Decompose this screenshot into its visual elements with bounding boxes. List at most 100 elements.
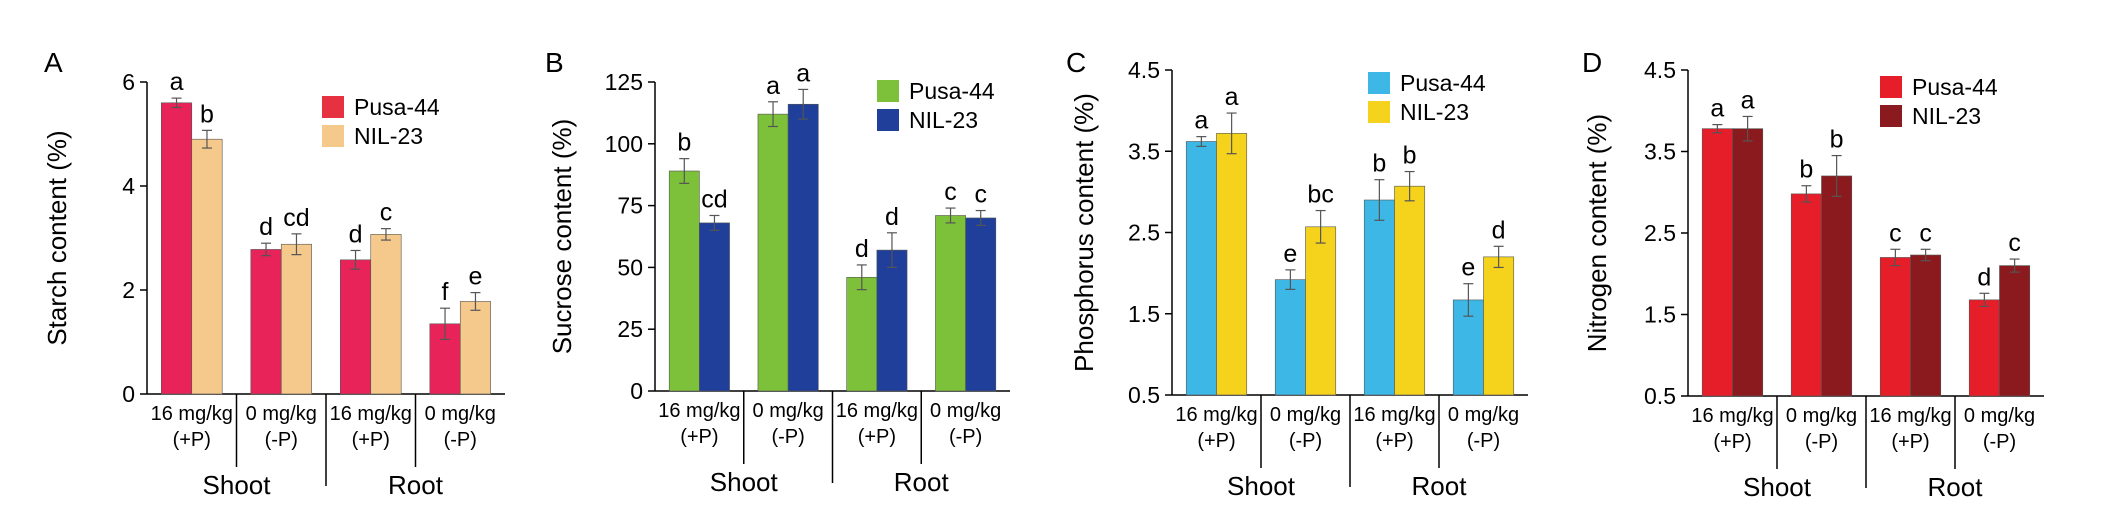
bar-nil-23-2: [370, 234, 402, 395]
significance-label: c: [1919, 219, 1932, 247]
legend-swatch: [1368, 101, 1390, 123]
category-label-line1: 16 mg/kg: [1175, 404, 1257, 426]
y-tick-label: 0.5: [1128, 382, 1160, 408]
bar-nil-23-1: [280, 243, 312, 395]
bar-pusa-44-2: [340, 259, 372, 395]
category-label-line2: (-P): [1805, 431, 1838, 453]
chart-panel-c: C Phosphorus content (%) 0.5 1.5 2.5 3.5 4.5 16…: [1066, 47, 1528, 501]
category-label-line1: 16 mg/kg: [1869, 405, 1951, 427]
legend-entry: NIL-23: [354, 123, 423, 149]
category-label-line1: 0 mg/kg: [1964, 405, 2035, 427]
category-label-line1: 0 mg/kg: [1270, 404, 1341, 426]
category-label-line2: (-P): [771, 426, 804, 448]
bar-nil-23-0: [699, 222, 730, 392]
significance-label: a: [170, 68, 184, 96]
significance-label: d: [349, 220, 363, 248]
bar-pusa-44-0: [1185, 141, 1217, 396]
significance-label: e: [469, 263, 483, 291]
chart-panel-b: B Sucrose content (%) 0 25 50 75 100 125 16 mg/k…: [545, 47, 1010, 497]
bar-pusa-44-0: [1701, 128, 1733, 397]
significance-label: c: [2008, 229, 2021, 257]
legend-swatch: [877, 109, 899, 131]
bar-nil-23-2: [876, 249, 908, 392]
category-label-line2: (+P): [1375, 430, 1413, 452]
significance-label: b: [677, 129, 691, 157]
chart-panel-a: A Starch content (%) 0 2 4 6 16 mg/kg (+P) ab 0 m…: [42, 47, 505, 500]
y-tick-label: 4.5: [1128, 57, 1160, 83]
bar-nil-23-2: [1394, 185, 1426, 396]
y-axis-label: Phosphorus content (%): [1069, 93, 1099, 372]
y-tick-label: 125: [605, 69, 643, 95]
significance-label: cd: [701, 185, 727, 213]
category-label-line1: 16 mg/kg: [1353, 404, 1435, 426]
category-label-line2: (+P): [173, 429, 211, 451]
legend-swatch: [1880, 76, 1902, 98]
legend-swatch: [322, 96, 344, 118]
bar-nil-23-0: [1732, 128, 1764, 397]
chart-panel-d: D Nitrogen content (%) 0.5 1.5 2.5 3.5 4.5 16 m…: [1582, 47, 2044, 502]
panel-letter: C: [1066, 47, 1086, 78]
category-label-line1: 0 mg/kg: [1448, 404, 1519, 426]
y-tick-label: 1.5: [1644, 302, 1676, 328]
y-tick-label: 3.5: [1644, 139, 1676, 165]
category-label-line2: (+P): [1197, 430, 1235, 452]
significance-label: b: [1830, 126, 1844, 154]
panel-letter: A: [44, 47, 63, 78]
y-tick-label: 0.5: [1644, 383, 1676, 409]
category-label-line2: (+P): [352, 429, 390, 451]
category-label-line2: (-P): [1467, 430, 1500, 452]
category-label-line1: 0 mg/kg: [246, 403, 317, 425]
category-label-line1: 0 mg/kg: [1786, 405, 1857, 427]
group-label-shoot: Shoot: [710, 467, 779, 497]
significance-label: c: [1889, 219, 1902, 247]
significance-label: a: [796, 59, 810, 87]
category-label-line2: (+P): [680, 426, 718, 448]
legend-entry: NIL-23: [909, 107, 978, 133]
bar-nil-23-3: [965, 217, 997, 392]
significance-label: b: [200, 100, 214, 128]
bar-pusa-44-1: [1274, 279, 1306, 396]
significance-label: e: [1461, 254, 1475, 282]
bar-nil-23-0: [1216, 133, 1248, 396]
y-tick-label: 50: [617, 254, 643, 280]
group-label-shoot: Shoot: [1227, 471, 1296, 501]
bar-pusa-44-3: [935, 215, 966, 392]
y-axis-label: Sucrose content (%): [547, 119, 577, 355]
category-label-line1: 0 mg/kg: [753, 400, 824, 422]
significance-label: c: [944, 178, 957, 206]
category-label-line1: 16 mg/kg: [330, 403, 412, 425]
y-tick-label: 6: [122, 69, 135, 95]
category-label-line1: 0 mg/kg: [425, 403, 496, 425]
bar-pusa-44-2: [1363, 199, 1395, 396]
significance-label: a: [1741, 86, 1755, 114]
significance-label: e: [1283, 240, 1297, 268]
group-label-shoot: Shoot: [1743, 472, 1812, 502]
bar-pusa-44-0: [161, 102, 193, 395]
legend-entry: Pusa-44: [354, 94, 440, 120]
y-tick-label: 1.5: [1128, 301, 1160, 327]
category-label-line2: (+P): [1891, 431, 1929, 453]
significance-label: b: [1799, 156, 1813, 184]
y-tick-label: 2: [122, 277, 135, 303]
legend-entry: NIL-23: [1912, 103, 1981, 129]
legend-entry: Pusa-44: [909, 78, 995, 104]
bar-pusa-44-0: [668, 170, 700, 392]
bar-nil-23-1: [787, 103, 819, 392]
significance-label: a: [766, 72, 780, 100]
significance-label: d: [885, 203, 899, 231]
significance-label: a: [1225, 83, 1239, 111]
category-label-line2: (-P): [444, 429, 477, 451]
significance-label: cd: [283, 204, 309, 232]
y-tick-label: 3.5: [1128, 138, 1160, 164]
significance-label: b: [1372, 150, 1386, 178]
y-tick-label: 0: [122, 381, 135, 407]
bar-nil-23-3: [1483, 256, 1515, 396]
significance-label: c: [974, 181, 987, 209]
bar-pusa-44-1: [250, 249, 282, 395]
legend-swatch: [322, 125, 344, 147]
y-tick-label: 2.5: [1644, 220, 1676, 246]
category-label-line1: 16 mg/kg: [658, 400, 740, 422]
category-label-line2: (+P): [1713, 431, 1751, 453]
bar-pusa-44-1: [757, 113, 789, 392]
category-label-line1: 16 mg/kg: [1691, 405, 1773, 427]
